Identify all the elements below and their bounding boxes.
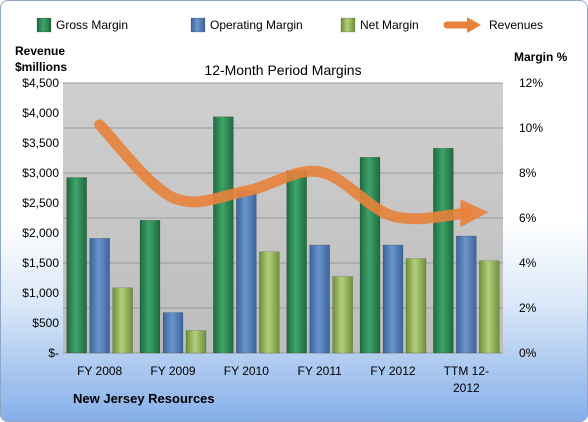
bar-operating-margin: [89, 238, 110, 354]
bar-gross-margin: [359, 157, 381, 354]
right-tick-label: 8%: [519, 166, 537, 180]
bar-net-margin: [332, 276, 353, 354]
bar-gross-margin: [213, 116, 234, 354]
left-tick-label: $4,000: [22, 106, 59, 120]
bar-operating-margin: [162, 312, 184, 354]
left-tick-label: $2,000: [22, 226, 59, 240]
right-tick-label: 6%: [519, 211, 537, 225]
legend-label: Operating Margin: [210, 18, 303, 32]
category-label: FY 2012: [370, 364, 415, 378]
legend-swatch-net-margin: [340, 17, 356, 33]
left-tick-label: $1,000: [22, 286, 59, 300]
right-tick-label: 2%: [519, 301, 537, 315]
left-axis-title: $millions: [15, 60, 67, 74]
right-axis-title: Margin %: [514, 50, 568, 64]
bar-gross-margin: [433, 148, 454, 354]
legend-label: Net Margin: [360, 18, 419, 32]
bar-net-margin: [405, 258, 427, 354]
legend-swatch-gross-margin: [36, 17, 52, 33]
bar-gross-margin: [286, 170, 307, 354]
left-tick-label: $3,500: [22, 136, 59, 150]
right-tick-label: 12%: [519, 76, 543, 90]
revenue-line-path: [94, 119, 472, 225]
bar-net-margin: [112, 287, 133, 354]
bar-net-margin: [259, 251, 280, 354]
legend-label: Gross Margin: [56, 18, 128, 32]
legend: Gross Margin Operating Margin Net Margin Re…: [36, 17, 543, 33]
labels: $- $500 $1,000 $1,500 $2,000 $2,500 $3,000 $3,5…: [15, 44, 568, 406]
bar-operating-margin: [309, 244, 330, 354]
category-label: TTM 12-: [444, 364, 489, 378]
legend-label: Revenues: [489, 18, 543, 32]
category-label: FY 2011: [298, 364, 343, 378]
left-tick-label: $-: [48, 346, 59, 360]
category-label: FY 2008: [77, 364, 122, 378]
left-tick-label: $4,500: [22, 76, 59, 90]
left-tick-label: $3,000: [22, 166, 59, 180]
revenue-line: [94, 119, 489, 228]
legend-swatch-operating-margin: [190, 17, 206, 33]
legend-arrow-revenues: [467, 17, 481, 33]
bar-operating-margin: [236, 190, 257, 354]
revenue-arrowhead: [460, 199, 489, 228]
bar-gross-margin: [139, 220, 161, 354]
bar-net-margin: [479, 260, 500, 354]
chart-title: 12-Month Period Margins: [204, 62, 361, 78]
left-tick-label: $1,500: [22, 256, 59, 270]
left-tick-label: $500: [32, 316, 59, 330]
right-tick-label: 0%: [519, 346, 537, 360]
bar-operating-margin: [456, 235, 477, 354]
bar-operating-margin: [382, 244, 404, 354]
company-name: New Jersey Resources: [73, 391, 215, 406]
bar-gross-margin: [66, 177, 87, 354]
gridlines: [63, 82, 503, 354]
right-tick-label: 4%: [519, 256, 537, 270]
category-label: 2012: [453, 381, 480, 395]
left-axis-title: Revenue: [15, 44, 65, 58]
left-tick-label: $2,500: [22, 196, 59, 210]
category-label: FY 2010: [224, 364, 269, 378]
bar-net-margin: [185, 330, 207, 354]
category-label: FY 2009: [150, 364, 195, 378]
right-tick-label: 10%: [519, 121, 543, 135]
